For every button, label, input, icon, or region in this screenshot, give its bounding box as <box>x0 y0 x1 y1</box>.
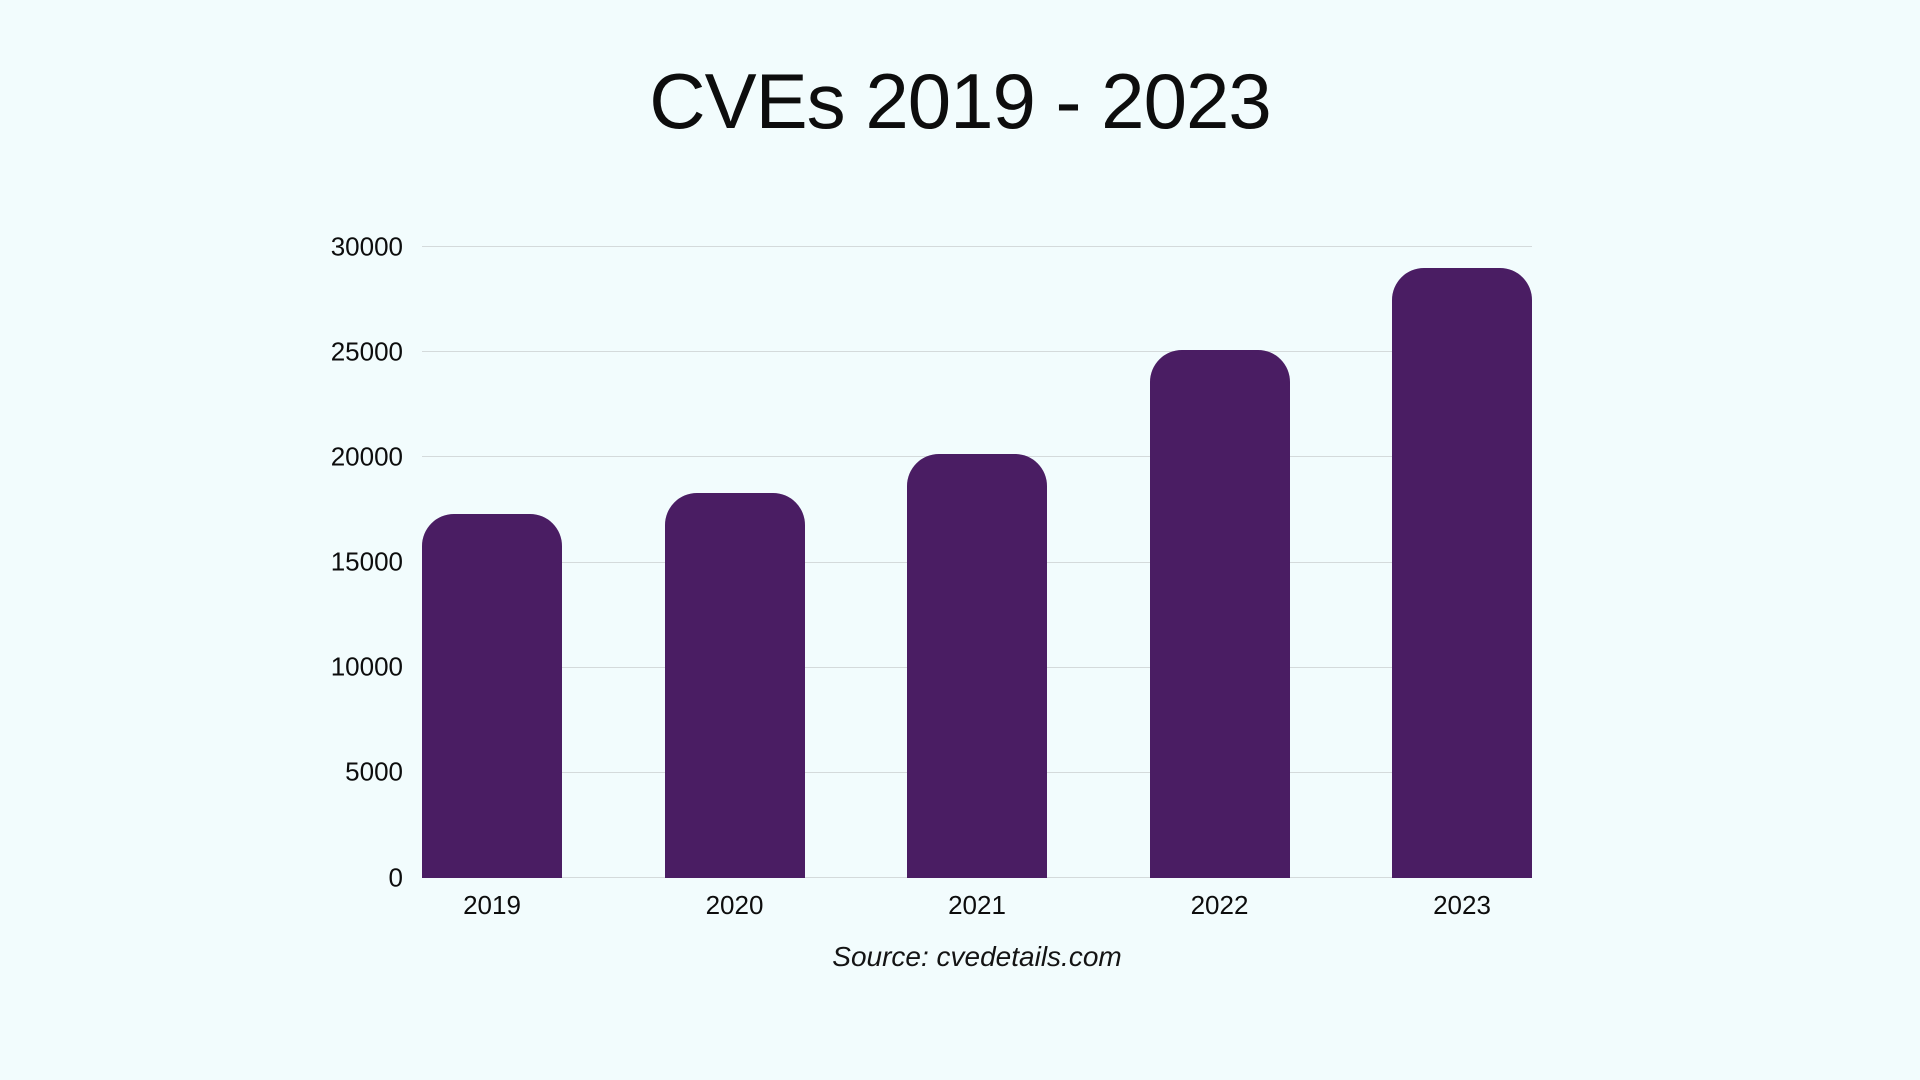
y-tick-label: 30000 <box>330 231 403 261</box>
y-tick-label: 15000 <box>330 546 403 577</box>
bars-group <box>422 247 1532 878</box>
x-axis-labels: 2019 2020 2021 2022 2023 <box>422 890 1532 921</box>
bar-2021 <box>907 454 1047 878</box>
y-tick-label: 20000 <box>330 441 403 472</box>
bar-2020 <box>664 493 805 878</box>
bar-2019 <box>422 514 562 878</box>
source-note: Source: cvedetails.com <box>832 941 1122 972</box>
bar-2023 <box>1392 268 1532 878</box>
x-tick-label: 2019 <box>463 890 521 920</box>
chart-title: CVEs 2019 - 2023 <box>649 57 1271 145</box>
x-tick-label: 2021 <box>948 890 1006 920</box>
x-tick-label: 2020 <box>705 890 764 920</box>
x-tick-label: 2023 <box>1433 890 1491 920</box>
y-tick-label: 10000 <box>330 651 403 682</box>
bar-2022 <box>1149 350 1290 878</box>
bar-chart: 0 5000 10000 15000 20000 25000 30000 2019 2020 2… <box>331 231 1532 920</box>
gridline-25000: 25000 <box>331 336 1532 366</box>
x-tick-label: 2022 <box>1190 890 1249 920</box>
y-tick-label: 5000 <box>345 756 403 787</box>
y-tick-label: 0 <box>388 862 403 892</box>
gridline-30000: 30000 <box>331 231 1532 261</box>
y-tick-label: 25000 <box>330 336 403 367</box>
